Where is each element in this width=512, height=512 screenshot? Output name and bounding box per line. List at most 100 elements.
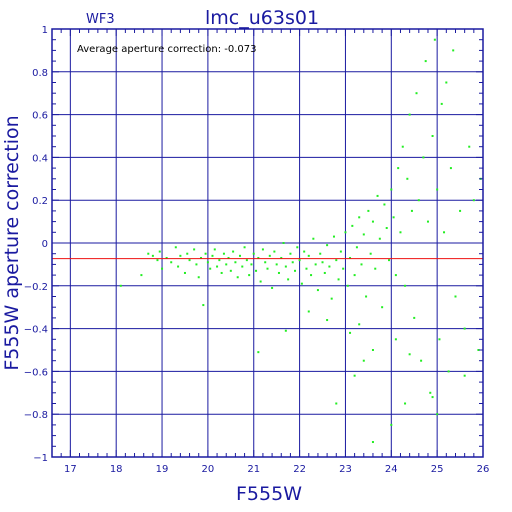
data-point — [220, 271, 223, 274]
data-point — [248, 274, 251, 277]
x-tick-label: 25 — [431, 464, 444, 475]
data-point — [211, 254, 214, 257]
data-point — [349, 331, 352, 334]
data-point — [404, 284, 407, 287]
data-point — [436, 413, 439, 416]
data-point — [463, 327, 466, 330]
data-point — [177, 265, 180, 268]
data-point — [316, 289, 319, 292]
data-point — [261, 248, 264, 251]
data-point — [243, 246, 246, 249]
data-point — [200, 256, 203, 259]
data-point — [287, 278, 290, 281]
data-point — [312, 237, 315, 240]
data-point — [369, 252, 372, 255]
data-point — [337, 278, 340, 281]
data-point — [362, 359, 365, 362]
data-point — [371, 349, 374, 351]
x-tick-label: 23 — [339, 464, 352, 475]
data-point — [151, 254, 154, 257]
data-point — [264, 261, 267, 264]
data-point — [238, 254, 241, 257]
data-point — [353, 374, 356, 377]
data-point — [335, 402, 338, 405]
data-point — [443, 231, 446, 234]
data-point — [156, 259, 159, 262]
data-point — [367, 209, 370, 212]
data-point — [222, 252, 225, 255]
data-point — [319, 252, 322, 255]
y-tick-label: 0.8 — [32, 68, 48, 79]
data-point — [440, 102, 443, 105]
average-annotation: Average aperture correction: -0.073 — [77, 44, 257, 55]
x-tick-label: 20 — [202, 464, 215, 475]
y-tick-label: 0.6 — [32, 111, 48, 122]
data-point — [477, 349, 480, 351]
data-point — [206, 261, 209, 264]
data-point — [119, 284, 122, 287]
data-point — [472, 199, 475, 202]
y-axis-label: F555W aperture correction — [1, 115, 23, 370]
data-point — [266, 267, 269, 270]
data-point — [245, 259, 248, 262]
data-point — [431, 135, 434, 137]
data-point — [358, 323, 361, 326]
data-point — [310, 274, 313, 277]
data-point — [376, 194, 379, 197]
y-tick-label: 0 — [42, 239, 48, 250]
data-point — [415, 92, 418, 95]
data-point — [165, 256, 168, 259]
data-point — [147, 252, 150, 255]
y-tick-label: −1 — [33, 453, 48, 464]
data-point — [255, 269, 258, 272]
chart-tag: WF3 — [86, 12, 115, 27]
data-point — [433, 38, 436, 41]
data-point — [186, 252, 189, 255]
data-point — [252, 252, 255, 255]
y-tick-label: −0.4 — [24, 325, 48, 336]
data-point — [282, 242, 285, 244]
data-point — [332, 235, 335, 238]
data-point — [349, 256, 352, 259]
data-point — [277, 271, 280, 274]
data-point — [371, 441, 374, 444]
x-tick-label: 24 — [385, 464, 398, 475]
data-point — [426, 220, 429, 223]
data-point — [417, 199, 420, 202]
data-point — [374, 267, 377, 270]
data-point — [188, 259, 191, 262]
data-point — [358, 216, 361, 219]
data-point — [454, 295, 457, 298]
data-point — [420, 359, 423, 362]
data-point — [383, 203, 386, 206]
data-point — [289, 252, 292, 255]
x-tick-label: 18 — [110, 464, 123, 475]
data-point — [394, 274, 397, 277]
data-point — [447, 370, 450, 373]
y-tick-label: −0.8 — [24, 410, 48, 421]
x-axis-label: F555W — [236, 483, 302, 505]
x-tick-label: 17 — [64, 464, 77, 475]
data-point — [360, 263, 363, 266]
data-point — [378, 237, 381, 240]
y-tick-labels: −1 −0.8 −0.6 −0.4 −0.2 0 0.2 0.4 0.6 0.8 1 — [24, 25, 48, 464]
data-point — [259, 280, 262, 283]
y-tick-label: −0.2 — [24, 282, 48, 293]
data-point — [365, 295, 368, 298]
data-point — [323, 271, 326, 274]
data-point — [195, 263, 198, 266]
data-point — [213, 248, 216, 251]
data-point — [204, 252, 207, 255]
data-point — [225, 263, 228, 266]
x-tick-label: 26 — [477, 464, 490, 475]
data-point — [326, 319, 329, 322]
data-point — [422, 156, 425, 159]
data-point — [438, 338, 441, 341]
x-tick-label: 22 — [293, 464, 306, 475]
data-point — [268, 254, 271, 257]
data-point — [346, 284, 349, 287]
data-point — [174, 246, 177, 249]
data-point — [394, 338, 397, 341]
data-point — [298, 259, 301, 262]
